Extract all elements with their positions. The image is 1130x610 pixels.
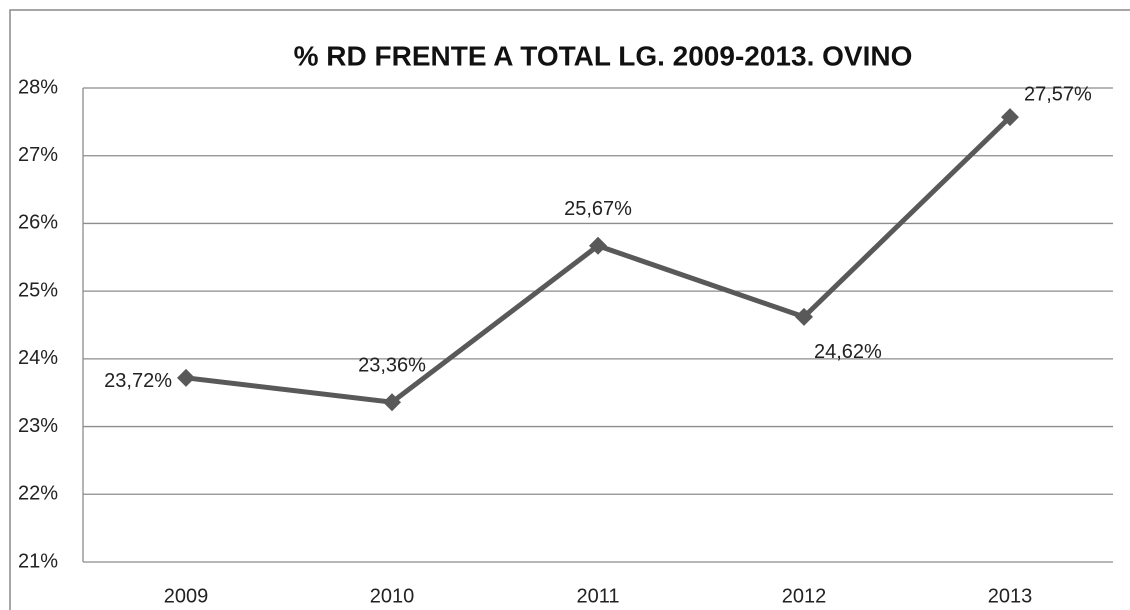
y-tick-label: 25% (18, 279, 58, 301)
marker (1001, 108, 1019, 127)
marker (383, 393, 401, 412)
x-tick-label: 2012 (782, 585, 827, 607)
x-tick-label: 2013 (988, 585, 1033, 607)
chart-title: % RD FRENTE A TOTAL LG. 2009-2013. OVINO (294, 40, 913, 71)
data-label: 25,67% (564, 198, 632, 220)
marker (589, 236, 607, 255)
data-label: 27,57% (1024, 83, 1092, 105)
y-tick-label: 23% (18, 415, 58, 437)
x-tick-label: 2009 (164, 585, 209, 607)
data-label: 24,62% (814, 341, 882, 363)
y-tick-label: 21% (18, 550, 58, 572)
marker (795, 307, 813, 326)
y-tick-label: 26% (18, 212, 58, 234)
x-tick-label: 2011 (576, 585, 619, 607)
y-tick-label: 22% (18, 483, 58, 505)
marker (177, 368, 195, 387)
x-tick-label: 2010 (370, 585, 415, 607)
chart-frame (9, 9, 1130, 610)
y-tick-label: 28% (18, 76, 58, 98)
y-tick-label: 24% (18, 347, 58, 369)
y-tick-label: 27% (18, 144, 58, 166)
data-label: 23,72% (104, 370, 172, 392)
data-label: 23,36% (358, 354, 426, 376)
